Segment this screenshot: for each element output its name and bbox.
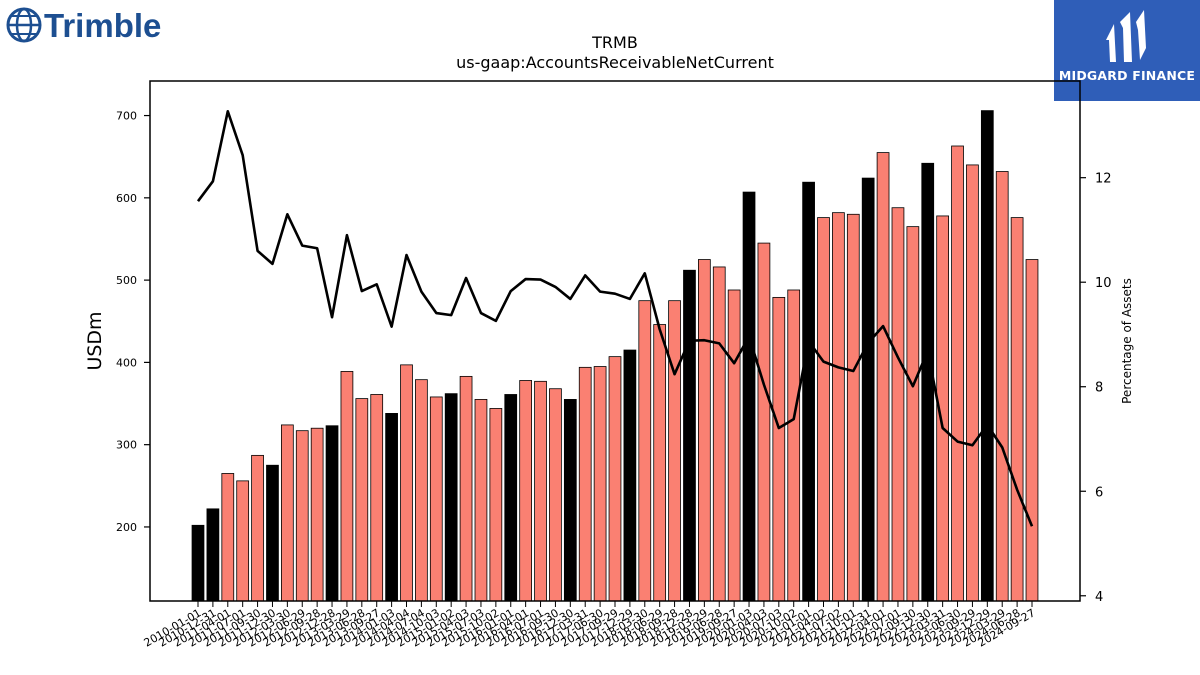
bar — [1025, 259, 1039, 602]
bar — [489, 408, 503, 602]
trimble-wordmark: Trimble — [44, 7, 161, 44]
y2-tick-label: 8 — [1095, 381, 1103, 396]
bar — [266, 464, 279, 602]
bar — [563, 399, 577, 602]
bar — [712, 266, 726, 602]
bar — [995, 171, 1009, 602]
line-series — [196, 110, 1034, 527]
bar — [832, 212, 845, 602]
y-tick-label: 500 — [116, 274, 137, 287]
chart-title: TRMB — [591, 33, 638, 52]
y2-tick-label: 4 — [1095, 590, 1103, 605]
bar — [772, 296, 786, 602]
bar — [325, 425, 339, 602]
bar — [251, 454, 264, 602]
chart-subtitle: us-gaap:AccountsReceivableNetCurrent — [456, 53, 774, 72]
bar — [519, 380, 533, 602]
bar — [310, 427, 324, 602]
y-tick-label: 600 — [116, 192, 137, 205]
bar — [876, 152, 890, 602]
y-tick-label: 400 — [116, 356, 137, 369]
bar — [817, 217, 830, 602]
bar — [623, 349, 637, 602]
bar — [861, 177, 875, 602]
midgard-emblem-icon — [1106, 10, 1146, 62]
bar — [951, 145, 964, 602]
line-path — [196, 110, 1034, 527]
bar — [906, 226, 920, 602]
bar — [891, 207, 905, 602]
bar — [385, 413, 398, 602]
y2-axis-label: Percentage of Assets — [1120, 278, 1134, 404]
x-axis: 2010-01-012010-12-312011-04-012011-07-01… — [142, 601, 1038, 650]
bar — [846, 213, 860, 602]
bar — [236, 480, 250, 602]
trimble-logo: Trimble — [6, 4, 176, 46]
bar — [683, 269, 696, 602]
bar — [608, 356, 622, 602]
bar — [400, 364, 413, 602]
y2-axis: 4 6 8 10 12 — [1080, 172, 1112, 605]
bar — [757, 242, 771, 602]
bar — [340, 371, 354, 602]
y-axis-label: USDm — [84, 311, 106, 370]
bar — [593, 366, 607, 602]
bar — [578, 366, 592, 602]
bar — [921, 162, 935, 602]
bar — [787, 289, 801, 602]
bar — [444, 393, 458, 602]
bar — [534, 380, 547, 602]
bar — [295, 430, 309, 602]
bar — [1010, 217, 1024, 602]
bar — [966, 164, 979, 602]
bar — [727, 289, 741, 602]
y-tick-label: 300 — [116, 439, 137, 452]
bar — [668, 300, 681, 602]
midgard-finance-logo: MIDGARD FINANCE — [1054, 0, 1200, 101]
bar — [474, 399, 488, 602]
bar — [980, 110, 994, 602]
bar — [549, 388, 562, 602]
bar — [653, 324, 667, 602]
bar — [355, 398, 369, 602]
bar — [206, 508, 220, 602]
bar — [698, 259, 711, 602]
trimble-globe-icon: Trimble — [6, 7, 161, 44]
bar — [191, 524, 205, 602]
bar — [742, 191, 756, 602]
bar — [459, 375, 473, 602]
bar — [415, 379, 428, 602]
y2-tick-label: 10 — [1095, 276, 1112, 291]
midgard-wordmark: MIDGARD FINANCE — [1058, 68, 1196, 83]
y-axis: 200 300 400 500 600 700 — [116, 110, 150, 534]
bar — [370, 394, 384, 602]
bar — [638, 300, 652, 602]
bar — [221, 473, 235, 602]
bar — [802, 181, 815, 602]
bar — [429, 396, 443, 602]
y2-tick-label: 6 — [1095, 485, 1103, 500]
bar — [280, 424, 294, 602]
bar-series — [191, 110, 1039, 602]
y2-tick-label: 12 — [1095, 172, 1112, 187]
bar — [504, 394, 518, 602]
y-tick-label: 200 — [116, 521, 137, 534]
y-tick-label: 700 — [116, 110, 137, 123]
